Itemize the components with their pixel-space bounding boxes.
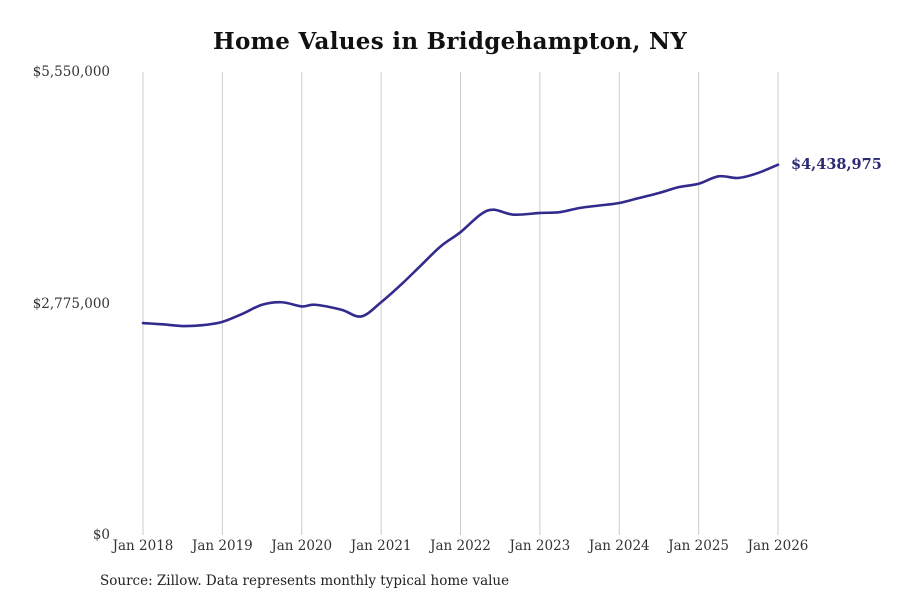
x-tick-label: Jan 2018 — [112, 538, 174, 554]
x-tick-label: Jan 2021 — [350, 538, 412, 554]
x-tick-label: Jan 2023 — [509, 538, 571, 554]
x-tick-label: Jan 2020 — [271, 538, 333, 554]
source-note: Source: Zillow. Data represents monthly … — [100, 573, 510, 589]
y-tick-label: $0 — [92, 527, 110, 543]
x-tick-label: Jan 2022 — [430, 538, 491, 554]
y-tick-label: $5,550,000 — [32, 64, 110, 80]
home-value-line — [141, 163, 780, 328]
x-tick-label: Jan 2026 — [747, 538, 809, 554]
chart-title: Home Values in Bridgehampton, NY — [212, 28, 688, 55]
last-value-annotation: $4,438,975 — [791, 155, 882, 173]
x-tick-label: Jan 2024 — [588, 538, 650, 554]
x-tick-label: Jan 2025 — [668, 538, 730, 554]
y-tick-label: $2,775,000 — [32, 295, 110, 312]
x-tick-label: Jan 2019 — [191, 538, 253, 554]
